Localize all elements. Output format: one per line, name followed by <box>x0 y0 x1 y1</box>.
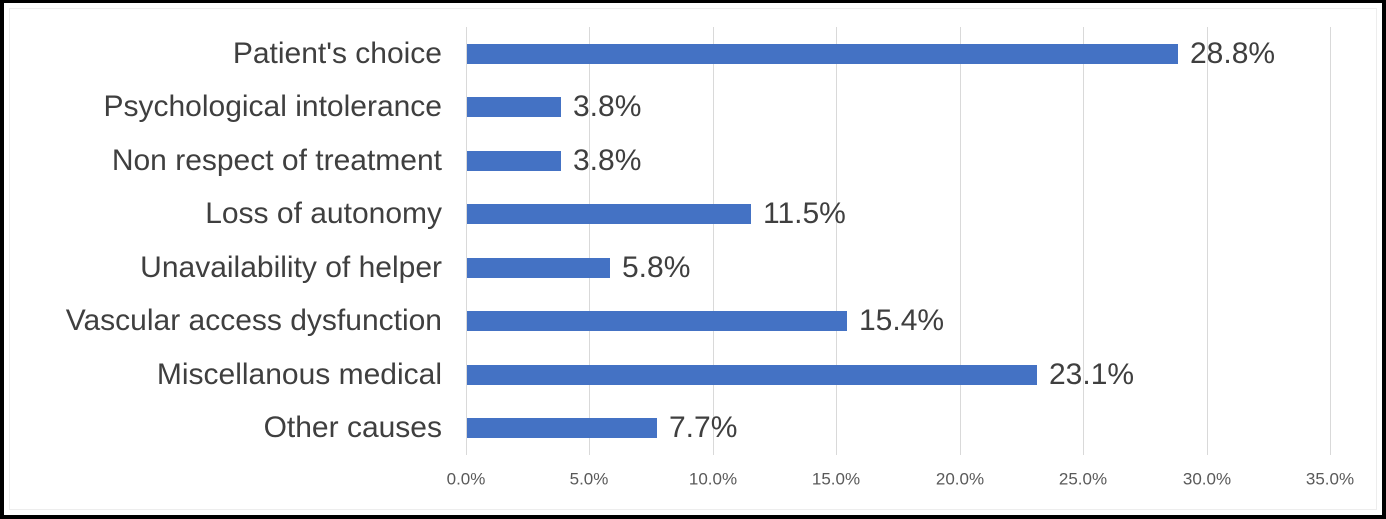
gridline-15 <box>836 27 837 455</box>
category-label: Psychological intolerance <box>103 90 442 123</box>
gridline-0 <box>466 27 467 455</box>
bar <box>467 151 561 171</box>
bar <box>467 44 1178 64</box>
gridline-20 <box>960 27 961 455</box>
category-label: Other causes <box>263 411 442 444</box>
bar <box>467 365 1037 385</box>
x-tick-label: 30.0% <box>1182 469 1232 489</box>
data-label: 5.8% <box>622 251 691 284</box>
gridline-30 <box>1207 27 1208 455</box>
data-label: 11.5% <box>763 197 846 230</box>
x-tick-label: 10.0% <box>688 469 738 489</box>
gridline-10 <box>713 27 714 455</box>
bar-chart: Patient's choice Psychological intoleranc… <box>4 3 1382 515</box>
x-tick-label: 15.0% <box>811 469 861 489</box>
category-label: Non respect of treatment <box>111 144 442 177</box>
x-tick-label: 25.0% <box>1058 469 1108 489</box>
bar <box>467 311 847 331</box>
bar <box>467 97 561 117</box>
bar <box>467 418 657 438</box>
bar <box>467 258 610 278</box>
category-label: Unavailability of helper <box>140 251 442 284</box>
category-label: Vascular access dysfunction <box>65 304 442 337</box>
data-label: 3.8% <box>573 90 642 123</box>
gridline-5 <box>589 27 590 455</box>
x-tick-label: 5.0% <box>569 469 609 489</box>
data-label: 3.8% <box>573 144 642 177</box>
data-label: 7.7% <box>669 411 738 444</box>
gridline-25 <box>1083 27 1084 455</box>
x-tick-label: 35.0% <box>1305 469 1355 489</box>
data-label: 23.1% <box>1049 358 1135 391</box>
category-label: Miscellanous medical <box>156 358 442 391</box>
category-label: Loss of autonomy <box>205 197 442 230</box>
x-tick-label: 20.0% <box>935 469 985 489</box>
gridline-35 <box>1330 27 1331 455</box>
x-tick-label: 0.0% <box>446 469 486 489</box>
bar <box>467 204 751 224</box>
category-label: Patient's choice <box>232 37 442 70</box>
data-label: 28.8% <box>1190 37 1276 70</box>
data-label: 15.4% <box>859 304 945 337</box>
